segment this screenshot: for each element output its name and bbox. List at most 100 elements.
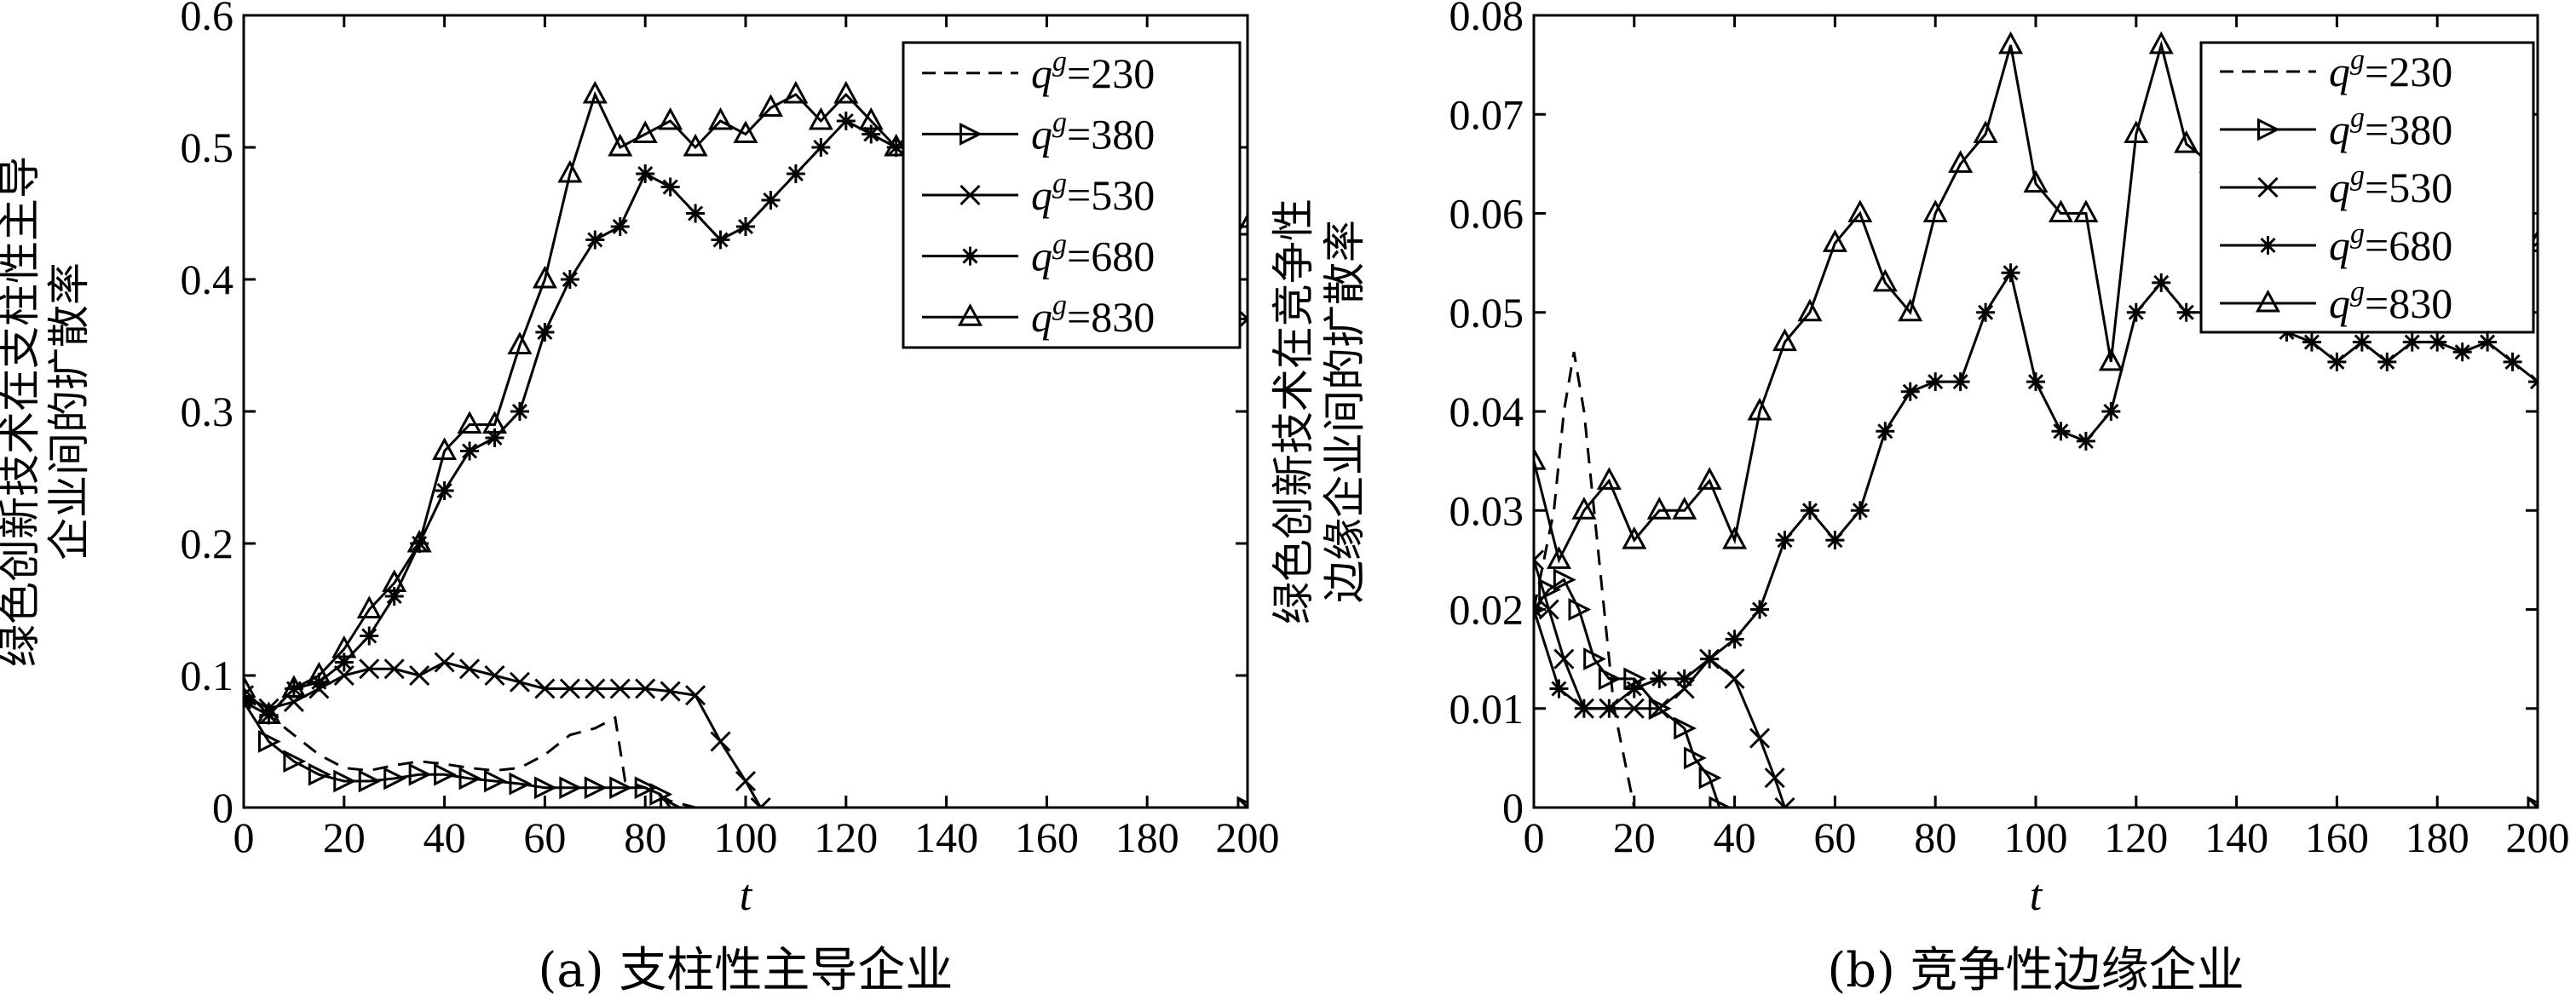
data-point-marker [458,658,481,680]
x-tick-label: 100 [714,813,778,861]
data-point-marker [2478,332,2498,352]
y-tick-label: 0.1 [181,652,234,699]
data-point-marker [308,762,331,786]
data-point-marker [683,133,708,157]
data-point-marker [432,437,458,460]
x-tick-label: 160 [1015,813,1079,861]
data-point-marker [485,428,504,447]
y-tick-label: 0.01 [1449,685,1524,733]
data-point-marker [862,124,881,144]
data-point-marker [2527,796,2538,808]
data-point-marker [658,106,683,130]
legend-entry: qg=230 [2220,44,2452,95]
y-tick-label: 0.3 [181,388,234,435]
y-tick-label: 0.2 [181,520,234,567]
legend-label: qg=830 [1031,290,1155,341]
data-point-marker [1571,497,1597,520]
series-line [1534,269,2538,710]
legend-marker [960,184,981,206]
x-tick-label: 20 [1613,813,1656,861]
legend-label: qg=230 [2329,44,2452,95]
data-point-marker [733,120,758,143]
data-point-marker [484,769,507,793]
data-point-marker [811,138,831,157]
series-line [1534,559,2538,808]
legend-entry: qg=830 [2220,276,2452,327]
data-point-marker [1876,422,1895,441]
data-point-marker [750,796,771,808]
data-point-marker [2148,31,2174,55]
data-point-marker [2101,402,2121,421]
data-point-marker [1698,766,1722,790]
data-point-marker [1724,668,1745,689]
data-point-marker [660,796,683,808]
data-point-marker [808,106,833,130]
series-680 [1534,263,2538,718]
data-point-marker [1998,31,2024,55]
data-point-marker [1775,531,1795,550]
data-point-marker [1624,679,1644,698]
data-point-marker [686,204,706,223]
data-point-marker [2124,120,2149,143]
data-point-marker [1649,698,1670,719]
data-point-marker [384,587,404,606]
data-point-marker [1973,120,1998,143]
legend-label: qg=380 [1031,106,1155,158]
legend-entry: qg=680 [2220,218,2452,269]
data-point-marker [1926,372,1945,392]
data-point-marker [408,762,432,786]
y-axis-label-line: 绿色创新技术在竞争性 [1269,198,1318,624]
data-point-marker [484,664,505,687]
data-point-marker [2076,431,2095,451]
data-point-marker [1749,727,1771,749]
data-point-marker [1672,497,1697,520]
data-point-marker [1546,546,1571,569]
data-point-marker [356,595,382,618]
data-point-marker [1764,767,1785,789]
y-tick-label: 0 [1502,784,1524,831]
data-point-marker [1772,328,1798,352]
data-point-marker [1583,647,1607,671]
data-point-marker [1674,669,1694,688]
data-point-marker [1596,467,1622,490]
data-point-marker [1650,669,1669,688]
data-point-marker [507,331,533,354]
data-point-marker [1549,679,1569,698]
data-point-marker [634,776,658,800]
data-point-marker [1922,199,1948,222]
data-point-marker [2051,422,2071,441]
legend-marker [2258,236,2278,255]
y-tick-label: 0 [212,784,233,831]
x-tick-label: 60 [1813,813,1856,861]
data-point-marker [1850,501,1870,520]
data-point-marker [532,265,557,289]
data-point-marker [559,776,583,800]
x-tick-label: 120 [814,813,878,861]
data-point-marker [1697,467,1722,490]
data-point-marker [1534,549,1545,571]
data-point-marker [836,112,856,130]
data-point-marker [1948,150,1974,173]
data-point-marker [1822,229,1847,252]
data-point-marker [434,762,457,786]
data-point-marker [1553,568,1576,592]
data-point-marker [1951,372,1970,392]
data-point-marker [534,678,556,699]
legend-marker [2255,289,2281,313]
data-point-marker [711,230,730,250]
data-point-marker [1534,600,1543,619]
data-point-marker [406,529,432,553]
data-point-marker [1722,526,1748,549]
data-point-marker [434,652,455,673]
legend-entry: qg=680 [922,229,1155,280]
data-point-marker [2073,199,2099,222]
x-axis-label: t [2030,871,2043,920]
data-point-marker [1599,698,1619,718]
data-point-marker [2302,332,2321,352]
data-point-marker [685,685,706,706]
data-point-marker [1797,298,1823,322]
data-point-marker [635,678,656,699]
x-tick-label: 40 [424,813,466,861]
x-tick-label: 120 [2104,813,2168,861]
